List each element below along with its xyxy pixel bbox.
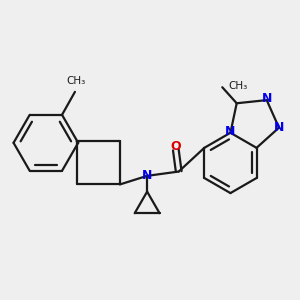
Text: O: O <box>170 140 181 153</box>
Text: CH₃: CH₃ <box>67 76 86 86</box>
Text: CH₃: CH₃ <box>228 81 247 91</box>
Text: N: N <box>225 125 236 138</box>
Text: N: N <box>262 92 272 105</box>
Text: N: N <box>142 169 152 182</box>
Text: N: N <box>274 121 284 134</box>
